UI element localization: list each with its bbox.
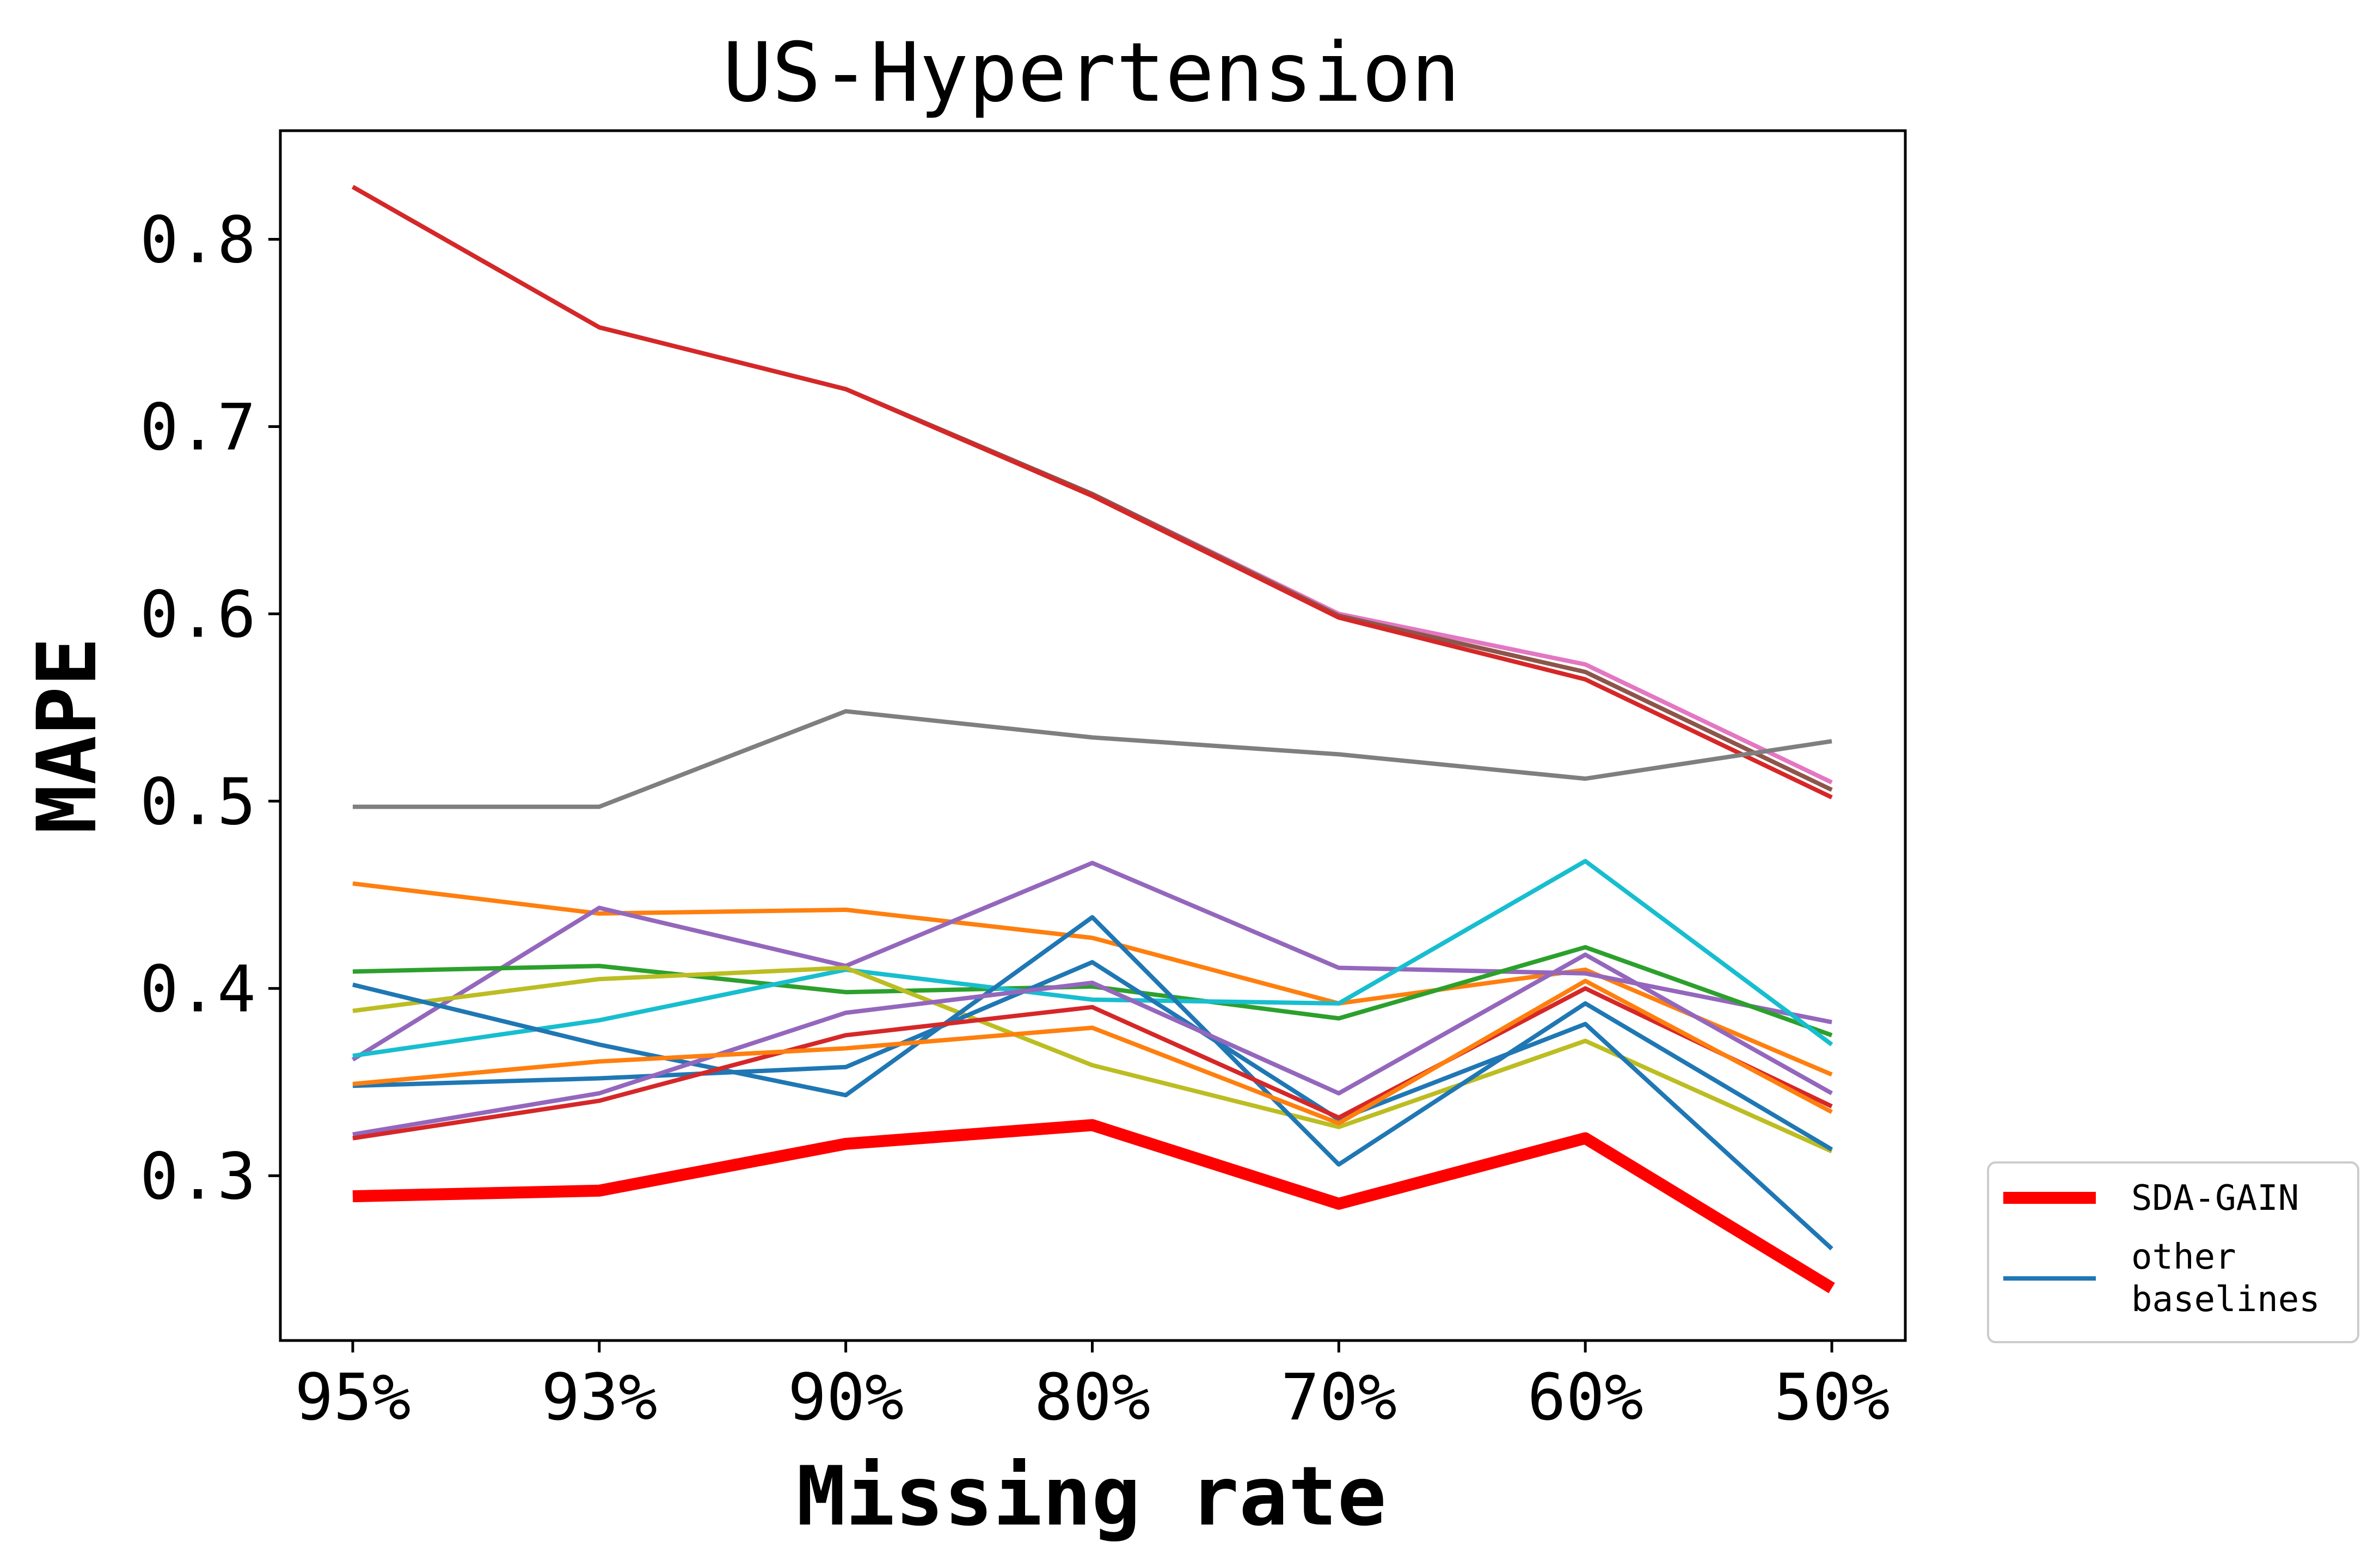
baseline-series-line-3 xyxy=(352,185,1833,800)
legend-label-baselines: baselines xyxy=(2131,1280,2320,1320)
baseline-series-line-4 xyxy=(353,709,1832,809)
x-tick-label: 95% xyxy=(295,1360,410,1435)
legend-label-other: other xyxy=(2131,1237,2236,1277)
y-tick-label: 0.3 xyxy=(140,1138,256,1214)
x-tick-label: 60% xyxy=(1528,1360,1643,1435)
baseline-series-line-10 xyxy=(352,915,1833,1167)
y-axis-label: MAPE xyxy=(20,637,115,834)
chart-title: US-Hypertension xyxy=(723,26,1461,120)
y-tick-label: 0.8 xyxy=(140,202,256,277)
baseline-series-line-9 xyxy=(352,965,1833,1154)
series-layer xyxy=(351,185,1835,1294)
y-tick-label: 0.5 xyxy=(140,764,256,839)
y-axis: 0.3 0.4 0.5 0.6 0.7 0.8 xyxy=(140,202,280,1214)
baseline-series-line-12 xyxy=(352,952,1833,1137)
legend-frame xyxy=(1987,1161,2359,1343)
legend: SDA-GAIN other baselines xyxy=(1987,1161,2359,1343)
sda-gain-series-line xyxy=(352,1119,1835,1294)
baseline-series-line-2 xyxy=(352,185,1833,792)
baseline-series-line-6 xyxy=(351,860,1832,1062)
legend-label-sda-gain: SDA-GAIN xyxy=(2131,1178,2299,1219)
x-tick-label: 50% xyxy=(1774,1360,1890,1435)
y-tick-label: 0.7 xyxy=(140,389,256,464)
x-tick-label: 80% xyxy=(1034,1360,1150,1435)
x-tick-label: 90% xyxy=(788,1360,904,1435)
baseline-series-line-14 xyxy=(352,978,1833,1125)
x-tick-label: 70% xyxy=(1281,1360,1397,1435)
x-axis-label: Missing rate xyxy=(796,1449,1387,1544)
baseline-series-line-13 xyxy=(352,986,1833,1141)
x-tick-label: 93% xyxy=(541,1360,657,1435)
baseline-series-line-7 xyxy=(352,945,1833,1038)
x-axis: 95% 93% 90% 80% 70% 60% 50% xyxy=(295,1340,1890,1435)
y-tick-label: 0.4 xyxy=(140,951,256,1026)
baseline-series-line-5 xyxy=(352,881,1833,1077)
baseline-series-line-8 xyxy=(352,859,1833,1058)
y-tick-label: 0.6 xyxy=(140,577,256,652)
baseline-series-line-11 xyxy=(352,960,1833,1251)
